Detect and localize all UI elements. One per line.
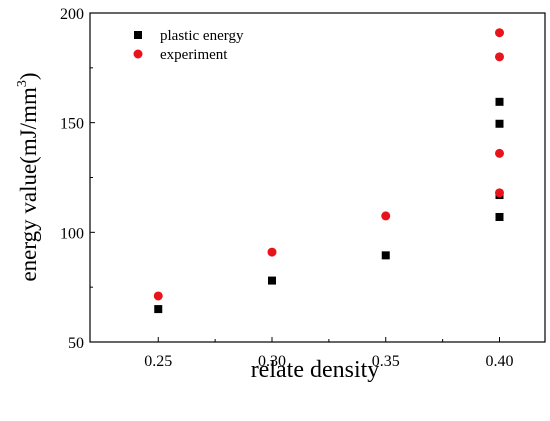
- y-axis-title-close: ): [16, 72, 41, 80]
- data-point-plastic-energy: [495, 119, 504, 128]
- y-tick-label: 100: [60, 225, 84, 242]
- data-point-plastic-energy: [495, 97, 504, 106]
- data-point-plastic-energy: [154, 305, 163, 314]
- y-axis-title-main: energy value(mJ/mm: [16, 87, 41, 281]
- data-point-experiment: [495, 148, 504, 158]
- data-point-experiment: [495, 28, 504, 38]
- legend-label-plastic-energy: plastic energy: [160, 28, 244, 44]
- x-tick-label: 0.40: [486, 353, 514, 370]
- data-point-plastic-energy: [268, 276, 276, 285]
- legend-label-experiment: experiment: [160, 47, 228, 63]
- y-tick-label: 200: [60, 6, 84, 23]
- data-point-plastic-energy: [495, 212, 504, 221]
- data-point-experiment: [495, 188, 504, 198]
- y-tick-label: 50: [68, 335, 84, 352]
- x-tick-label: 0.25: [144, 353, 172, 370]
- x-tick-label: 0.35: [372, 353, 400, 370]
- data-point-experiment: [153, 291, 163, 301]
- legend: plastic energy experiment: [133, 28, 244, 63]
- data-point-experiment: [495, 52, 504, 62]
- y-axis-title-superscript: 3: [15, 80, 30, 87]
- data-point-plastic-energy: [381, 251, 390, 260]
- y-axis-title: energy value(mJ/mm3): [15, 72, 41, 281]
- legend-marker-experiment: [133, 49, 143, 59]
- marks-layer: [153, 28, 504, 314]
- axes-layer: 0.25 0.30 0.35 0.40 50 100 150 200: [60, 6, 546, 370]
- x-tick-label: 0.30: [258, 353, 286, 370]
- data-point-experiment: [381, 211, 391, 221]
- y-tick-label: 150: [60, 116, 84, 133]
- data-point-experiment: [267, 247, 277, 257]
- legend-marker-plastic-energy: [134, 31, 142, 39]
- x-axis-title: relate density: [251, 357, 380, 383]
